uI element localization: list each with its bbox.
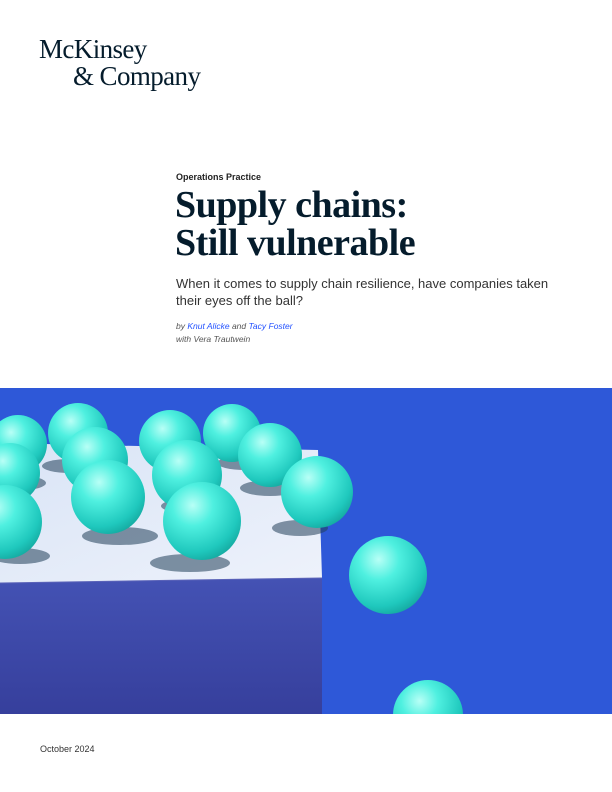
article-subtitle: When it comes to supply chain resilience… (176, 276, 549, 308)
balls-on-cube-illustration (0, 388, 612, 714)
hero-image (0, 388, 612, 714)
logo-line-1: McKinsey (39, 34, 147, 64)
byline-and: and (231, 321, 247, 331)
byline: by Knut Alicke and Tacy Foster with Vera… (176, 320, 293, 346)
byline-prefix: by (176, 321, 185, 331)
author-link-2[interactable]: Tacy Foster (248, 321, 293, 331)
publication-date: October 2024 (40, 744, 95, 754)
mckinsey-logo: McKinsey & Company (39, 34, 201, 91)
byline-contributor: with Vera Trautwein (176, 334, 251, 344)
logo-line-2: & Company (73, 61, 201, 91)
practice-label: Operations Practice (176, 172, 262, 182)
title-line-2: Still vulnerable (175, 222, 416, 264)
article-title: Supply chains: Still vulnerable (175, 184, 416, 264)
author-link-1[interactable]: Knut Alicke (187, 321, 230, 331)
title-line-1: Supply chains: (175, 184, 408, 226)
